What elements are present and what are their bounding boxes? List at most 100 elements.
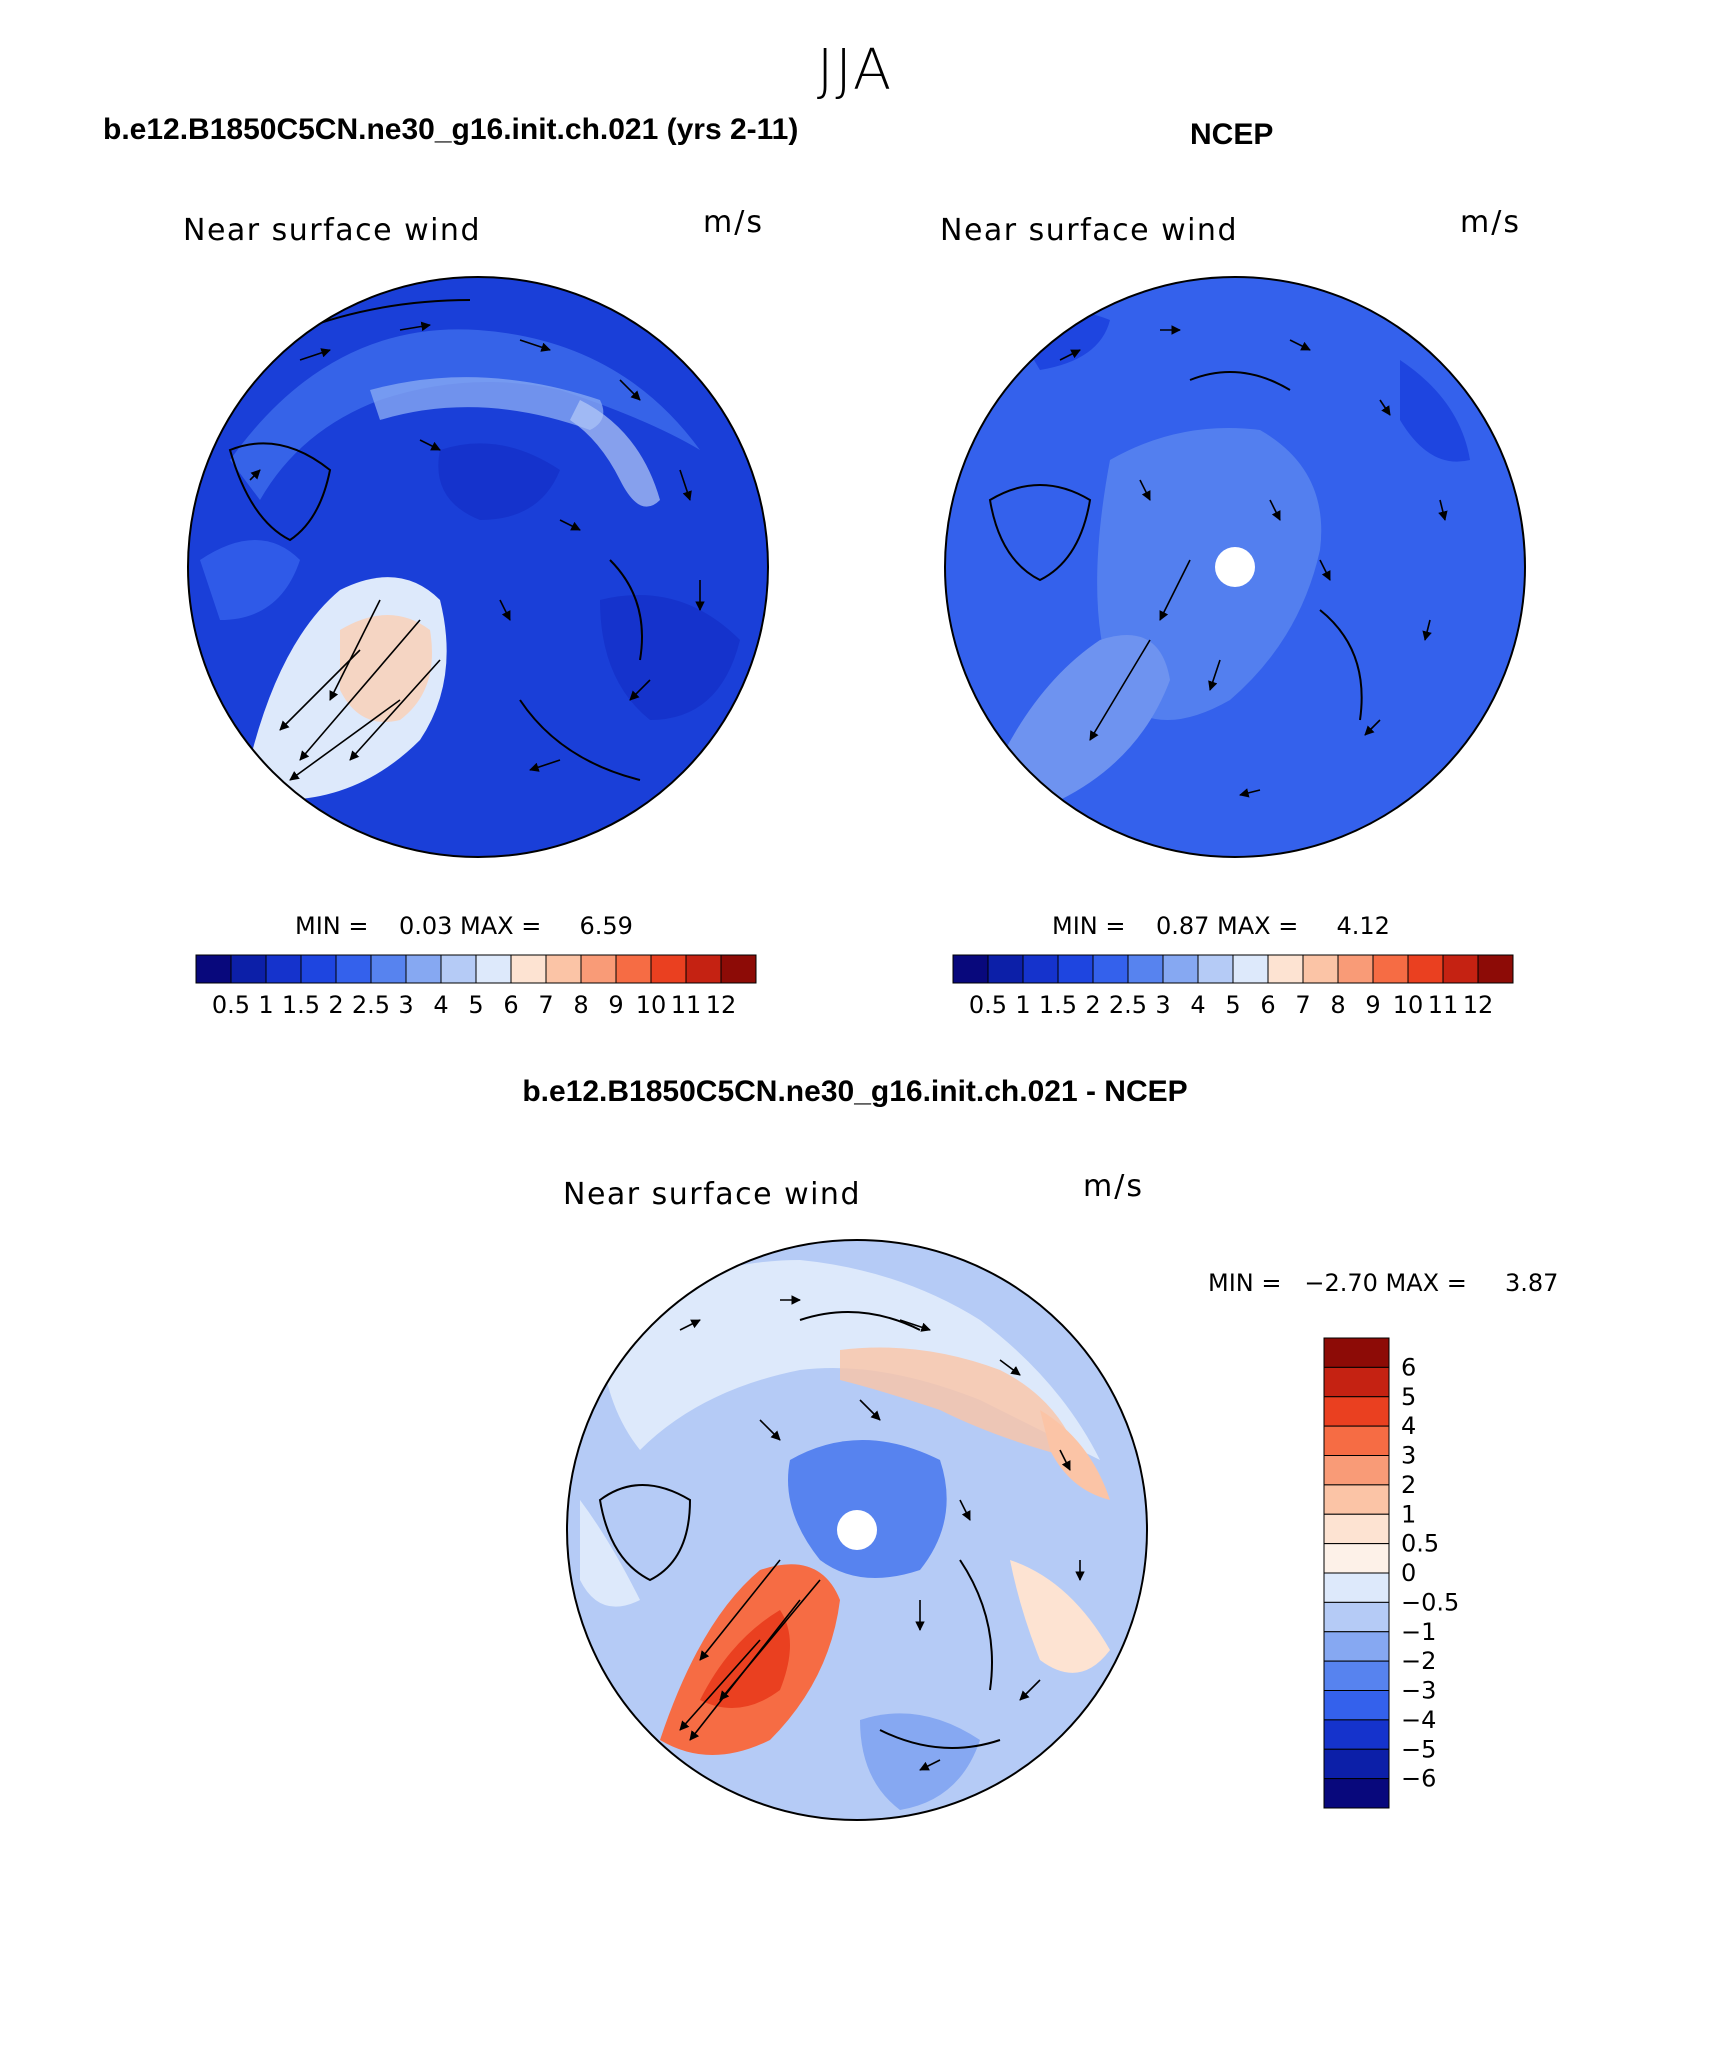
diff-colorbar-box: [1323, 1572, 1390, 1603]
model-colorbar-box: [580, 954, 617, 984]
model-colorbar-box: [335, 954, 372, 984]
model-colorbar-tick-label: 0.5: [212, 991, 250, 1019]
model-colorbar-tick-label: 4: [433, 991, 448, 1019]
obs-colorbar-tick-label: 2: [1085, 991, 1100, 1019]
diff-minmax: MIN = −2.70 MAX = 3.87: [1208, 1269, 1559, 1297]
diff-colorbar-tick-label: −6: [1401, 1765, 1436, 1793]
diff-units: m/s: [1083, 1169, 1144, 1204]
obs-colorbar-box: [1057, 954, 1094, 984]
diff-colorbar-box: [1323, 1719, 1390, 1750]
model-colorbar-box: [405, 954, 442, 984]
model-colorbar-tick-label: 3: [398, 991, 413, 1019]
diff-colorbar-box: [1323, 1366, 1390, 1398]
obs-colorbar-tick-label: 6: [1260, 991, 1275, 1019]
obs-colorbar-tick-label: 5: [1225, 991, 1240, 1019]
model-colorbar-box: [265, 954, 302, 984]
model-colorbar-box: [510, 954, 547, 984]
obs-colorbar-tick-label: 1.5: [1039, 991, 1077, 1019]
diff-colorbar-tick-label: −3: [1401, 1677, 1436, 1705]
model-colorbar-tick-label: 11: [671, 991, 702, 1019]
obs-colorbar-tick-label: 0.5: [969, 991, 1007, 1019]
obs-colorbar-box: [1232, 954, 1269, 984]
model-colorbar-tick-label: 1: [258, 991, 273, 1019]
model-minmax: MIN = 0.03 MAX = 6.59: [295, 912, 633, 940]
diff-colorbar-tick-label: 3: [1401, 1442, 1416, 1470]
obs-colorbar-box: [1197, 954, 1234, 984]
model-colorbar-tick-label: 9: [608, 991, 623, 1019]
diff-colorbar-tick-label: −4: [1401, 1706, 1436, 1734]
diff-colorbar-box: [1323, 1778, 1390, 1809]
model-colorbar-box: [720, 954, 757, 984]
diff-case-title: b.e12.B1850C5CN.ne30_g16.init.ch.021 - N…: [522, 1075, 1188, 1108]
obs-colorbar-box: [987, 954, 1024, 984]
model-colorbar-tick-label: 10: [636, 991, 667, 1019]
model-colorbar-box: [230, 954, 267, 984]
diff-panel-label: Near surface wind: [563, 1177, 861, 1212]
obs-colorbar-box: [1267, 954, 1304, 984]
diff-colorbar-tick-label: 2: [1401, 1471, 1416, 1499]
obs-panel-label: Near surface wind: [940, 213, 1238, 248]
diff-colorbar-box: [1323, 1455, 1390, 1486]
obs-colorbar-tick-label: 10: [1393, 991, 1424, 1019]
obs-colorbar-box: [1127, 954, 1164, 984]
model-colorbar-tick-label: 2.5: [352, 991, 390, 1019]
obs-colorbar-box: [1337, 954, 1374, 984]
diff-colorbar-tick-label: 1: [1401, 1500, 1416, 1528]
obs-colorbar-box: [1477, 954, 1514, 984]
obs-colorbar-tick-label: 11: [1428, 991, 1459, 1019]
model-colorbar-box: [685, 954, 722, 984]
obs-colorbar-box: [1442, 954, 1479, 984]
obs-colorbar-box: [1092, 954, 1129, 984]
diff-colorbar-tick-label: −1: [1401, 1618, 1436, 1646]
diff-colorbar-box: [1323, 1631, 1390, 1662]
model-colorbar-box: [440, 954, 477, 984]
obs-colorbar-tick-label: 3: [1155, 991, 1170, 1019]
diff-colorbar-box: [1323, 1484, 1390, 1515]
diff-colorbar-tick-label: 4: [1401, 1412, 1416, 1440]
model-colorbar-tick-label: 7: [538, 991, 553, 1019]
obs-colorbar-box: [1022, 954, 1059, 984]
diff-colorbar-box: [1323, 1396, 1390, 1427]
diff-colorbar-tick-label: 6: [1401, 1353, 1416, 1381]
diff-colorbar-tick-label: 5: [1401, 1383, 1416, 1411]
model-colorbar-box: [370, 954, 407, 984]
model-units: m/s: [703, 205, 764, 240]
diff-colorbar-tick-label: 0: [1401, 1559, 1416, 1587]
obs-colorbar-tick-label: 12: [1463, 991, 1494, 1019]
figure-title: JJA: [816, 38, 894, 103]
model-colorbar-tick-label: 1.5: [282, 991, 320, 1019]
model-colorbar-box: [615, 954, 652, 984]
diff-colorbar-tick-label: −0.5: [1401, 1588, 1459, 1616]
diff-colorbar-box: [1323, 1601, 1390, 1633]
model-colorbar-box: [545, 954, 582, 984]
model-case-title: b.e12.B1850C5CN.ne30_g16.init.ch.021 (yr…: [103, 113, 799, 146]
diff-colorbar-box: [1323, 1513, 1390, 1545]
obs-polar-map: [945, 277, 1525, 857]
obs-colorbar-tick-label: 8: [1330, 991, 1345, 1019]
obs-colorbar-tick-label: 4: [1190, 991, 1205, 1019]
obs-map-border: [944, 276, 1526, 858]
model-colorbar-box: [650, 954, 687, 984]
diff-map-border: [566, 1239, 1148, 1821]
model-colorbar-tick-label: 2: [328, 991, 343, 1019]
obs-colorbar-tick-label: 1: [1015, 991, 1030, 1019]
model-colorbar-box: [195, 954, 232, 984]
model-colorbar-tick-label: 12: [706, 991, 737, 1019]
diff-colorbar-box: [1323, 1690, 1390, 1721]
obs-units: m/s: [1460, 205, 1521, 240]
diff-colorbar-box: [1323, 1425, 1390, 1456]
model-panel-label: Near surface wind: [183, 213, 481, 248]
diff-colorbar-tick-label: 0.5: [1401, 1530, 1439, 1558]
diff-colorbar-tick-label: −5: [1401, 1735, 1436, 1763]
diff-colorbar-tick-label: −2: [1401, 1647, 1436, 1675]
diff-polar-map: [567, 1240, 1147, 1820]
diff-colorbar-box: [1323, 1660, 1390, 1691]
obs-colorbar-box: [1302, 954, 1339, 984]
model-polar-map: [188, 277, 768, 857]
model-colorbar-tick-label: 6: [503, 991, 518, 1019]
model-colorbar-box: [475, 954, 512, 984]
obs-case-title: NCEP: [1190, 118, 1274, 151]
diff-colorbar-box: [1323, 1543, 1390, 1574]
